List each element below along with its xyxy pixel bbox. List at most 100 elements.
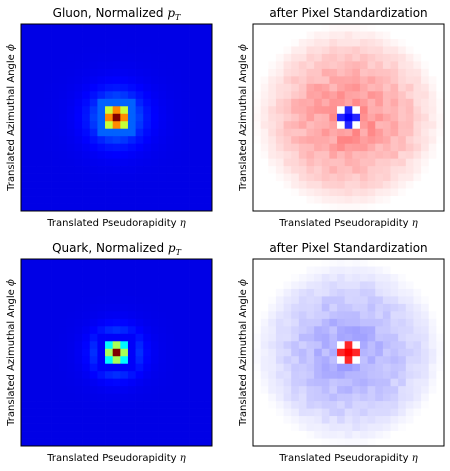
heatmap-cell [360, 379, 368, 387]
heatmap-cell [406, 39, 414, 47]
heatmap-cell [299, 129, 307, 137]
heatmap-cell [159, 274, 167, 282]
heatmap-cell [29, 431, 37, 439]
heatmap-cell [67, 99, 75, 107]
heatmap-cell [398, 424, 406, 432]
heatmap-cell [136, 24, 144, 32]
heatmap-cell [97, 289, 105, 297]
heatmap-cell [90, 259, 98, 267]
heatmap-cell [436, 289, 444, 297]
heatmap-cell [314, 364, 322, 372]
heatmap-cell [97, 204, 105, 212]
heatmap-cell [436, 409, 444, 417]
heatmap-cell [105, 386, 113, 394]
heatmap-cell [436, 189, 444, 197]
chart-title: Quark, Normalized pT [52, 241, 181, 257]
heatmap-cell [181, 196, 189, 204]
heatmap-cell [189, 91, 197, 99]
heatmap-cell [159, 144, 167, 152]
heatmap-cell [113, 196, 121, 204]
heatmap-cell [253, 106, 261, 114]
heatmap-cell [329, 39, 337, 47]
heatmap-cell [413, 349, 421, 357]
heatmap-cell [181, 181, 189, 189]
heatmap-cell [159, 181, 167, 189]
heatmap-cell [44, 356, 52, 364]
heatmap-cell [67, 341, 75, 349]
heatmap-cell [436, 431, 444, 439]
heatmap-cell [82, 76, 90, 84]
heatmap-cell [306, 266, 314, 274]
heatmap-cell [352, 54, 360, 62]
heatmap-cell [429, 409, 437, 417]
heatmap-cell [406, 424, 414, 432]
heatmap-cell [375, 289, 383, 297]
title-text: Quark, Normalized [52, 241, 164, 255]
heatmap-cell [329, 174, 337, 182]
heatmap-cell [306, 151, 314, 159]
heatmap-cell [375, 349, 383, 357]
heatmap-cell [406, 349, 414, 357]
heatmap-cell [360, 181, 368, 189]
heatmap-cell [345, 319, 353, 327]
heatmap-cell [136, 356, 144, 364]
heatmap-cell [105, 356, 113, 364]
heatmap-cell [59, 341, 67, 349]
heatmap-cell [375, 326, 383, 334]
heatmap-cell [21, 159, 29, 167]
heatmap-cell [398, 364, 406, 372]
heatmap-cell [29, 401, 37, 409]
heatmap-cell [44, 204, 52, 212]
heatmap-cell [120, 159, 128, 167]
heatmap-cell [276, 401, 284, 409]
heatmap-cell [120, 341, 128, 349]
heatmap-cell [284, 394, 292, 402]
heatmap-cell [105, 189, 113, 197]
heatmap-cell [284, 356, 292, 364]
heatmap-cell [383, 91, 391, 99]
heatmap-cell [204, 259, 212, 267]
heatmap-cell [383, 386, 391, 394]
heatmap-cell [59, 266, 67, 274]
heatmap-cell [120, 319, 128, 327]
heatmap-cell [413, 196, 421, 204]
heatmap-cell [189, 266, 197, 274]
heatmap-cell [143, 334, 151, 342]
heatmap-cell [105, 401, 113, 409]
y-axis-label: Translated Azimuthal Angle ϕ [238, 279, 249, 427]
heatmap-cell [44, 371, 52, 379]
heatmap-cell [329, 281, 337, 289]
heatmap-cell [143, 159, 151, 167]
heatmap-cell [322, 296, 330, 304]
heatmap-cell [36, 174, 44, 182]
heatmap-cell [291, 24, 299, 32]
heatmap-cell [352, 204, 360, 212]
heatmap-cell [189, 204, 197, 212]
heatmap-cell [181, 39, 189, 47]
heatmap-cell [52, 76, 60, 84]
heatmap-cell [36, 401, 44, 409]
heatmap-cell [337, 379, 345, 387]
heatmap-cell [197, 296, 205, 304]
heatmap-cell [322, 334, 330, 342]
heatmap-cell [44, 159, 52, 167]
heatmap-cell [97, 54, 105, 62]
heatmap-cell [97, 311, 105, 319]
heatmap-cell [166, 439, 174, 447]
heatmap-cell [261, 341, 269, 349]
heatmap-cell [143, 114, 151, 122]
heatmap-cell [398, 289, 406, 297]
heatmap-cell [337, 416, 345, 424]
heatmap-cell [97, 416, 105, 424]
heatmap-cell [429, 266, 437, 274]
heatmap-cell [120, 61, 128, 69]
heatmap-cell [398, 181, 406, 189]
heatmap-cell [337, 159, 345, 167]
heatmap-cell [429, 151, 437, 159]
heatmap-cell [204, 386, 212, 394]
heatmap-cell [82, 24, 90, 32]
heatmap-cell [59, 91, 67, 99]
heatmap-cell [276, 371, 284, 379]
heatmap-cell [120, 266, 128, 274]
heatmap-cell [189, 76, 197, 84]
